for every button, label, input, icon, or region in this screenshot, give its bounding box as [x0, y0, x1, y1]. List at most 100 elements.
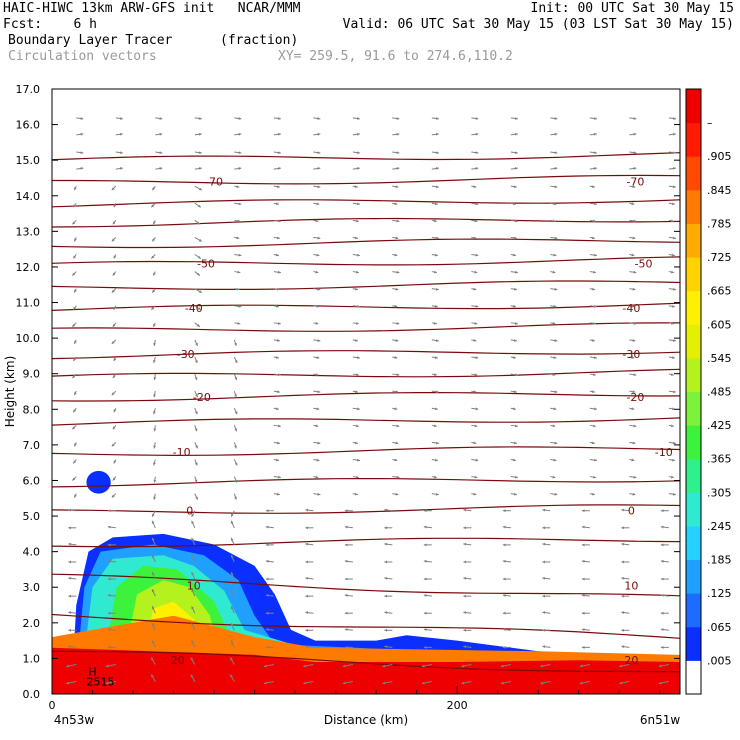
circulation-vector-head — [74, 392, 77, 396]
circulation-vector-head — [633, 167, 637, 170]
circulation-vector-head — [554, 117, 558, 120]
circulation-vector-head — [265, 645, 269, 649]
circulation-vector-head — [423, 559, 427, 563]
circulation-vector-head — [355, 321, 359, 325]
circulation-vector-head — [197, 204, 201, 208]
circulation-vector-head — [357, 202, 360, 206]
temperature-contour — [52, 174, 680, 185]
temperature-contour — [52, 446, 680, 457]
circulation-vector-head — [316, 304, 320, 308]
colorbar-label: – — [707, 117, 713, 130]
circulation-vector-head — [621, 628, 624, 632]
circulation-vector-head — [631, 458, 635, 462]
circulation-vector-head — [473, 492, 477, 496]
circulation-vector-head — [461, 664, 465, 668]
circulation-vector-head — [384, 576, 388, 580]
circulation-vector-head — [195, 394, 198, 398]
circulation-vector-head — [396, 151, 400, 155]
circulation-vector-head — [317, 390, 321, 394]
circulation-vector-head — [191, 589, 195, 593]
circulation-vector-head — [631, 407, 635, 411]
colorbar-swatch — [686, 660, 701, 695]
circulation-vector-head — [502, 543, 506, 547]
circulation-vector-head — [238, 167, 242, 170]
circulation-vector-head — [68, 560, 71, 564]
y-tick-label: 0.0 — [23, 688, 41, 701]
circulation-vector-head — [276, 441, 280, 445]
circulation-vector-head — [632, 185, 636, 189]
circulation-vector-head — [357, 117, 360, 120]
header-title: HAIC-HIWC 13km ARW-GFS init NCAR/MMM — [3, 1, 301, 16]
colorbar-label: .725 — [707, 251, 732, 264]
circulation-vector-head — [473, 236, 477, 240]
circulation-vector-head — [73, 255, 77, 259]
circulation-vector-head — [354, 390, 358, 394]
circulation-vector-head — [113, 460, 117, 464]
circulation-vector-head — [633, 151, 637, 155]
circulation-vector-head — [660, 645, 664, 649]
circulation-vector-head — [621, 560, 624, 564]
circulation-vector-head — [632, 441, 636, 445]
circulation-vector-head — [151, 572, 155, 576]
colorbar-label: .365 — [707, 453, 732, 466]
contour-label-right: -30 — [622, 348, 640, 361]
circulation-vector-head — [591, 185, 595, 189]
circulation-vector-head — [316, 458, 320, 462]
circulation-vector-head — [276, 185, 280, 189]
circulation-vector-head — [191, 520, 195, 524]
circulation-vector-head — [72, 323, 76, 327]
circulation-vector-head — [120, 132, 123, 136]
circulation-vector-head — [591, 287, 595, 291]
circulation-vector-head — [238, 253, 242, 257]
circulation-vector-head — [670, 424, 674, 428]
circulation-vector-head — [234, 462, 238, 466]
contour-label-left: 0 — [186, 505, 193, 518]
circulation-vector-head — [265, 525, 269, 529]
circulation-vector-head — [502, 645, 506, 649]
circulation-vector-head — [73, 204, 77, 208]
circulation-vector-head — [554, 151, 558, 155]
circulation-vector-head — [107, 628, 111, 632]
circulation-vector-head — [475, 202, 479, 206]
circulation-vector-head — [593, 373, 596, 377]
y-tick-label: 14.0 — [16, 190, 41, 203]
circulation-vector-head — [113, 204, 117, 208]
circulation-vector-head — [237, 219, 241, 223]
circulation-vector-head — [423, 543, 427, 547]
circulation-vector-head — [112, 426, 116, 430]
circulation-vector-head — [396, 117, 400, 120]
circulation-vector-head — [344, 577, 348, 581]
circulation-vector-head — [198, 290, 202, 293]
circulation-vector-head — [120, 117, 123, 120]
circulation-vector-head — [194, 377, 198, 381]
circulation-vector-head — [194, 479, 198, 483]
circulation-vector-head — [633, 322, 637, 325]
circulation-vector-head — [357, 253, 360, 257]
circulation-vector-head — [153, 394, 157, 398]
circulation-vector-head — [594, 151, 597, 155]
circulation-vector-head — [317, 117, 321, 120]
temperature-contour — [52, 238, 680, 249]
circulation-vector-head — [191, 554, 195, 558]
circulation-vector-head — [421, 664, 425, 668]
circulation-vector-head — [673, 151, 676, 155]
circulation-vector-head — [234, 377, 238, 381]
circulation-vector-head — [473, 390, 477, 394]
contour-label-left: -40 — [185, 302, 203, 315]
circulation-vector-head — [316, 407, 320, 411]
circulation-vector-head — [74, 289, 77, 293]
circulation-vector-head — [473, 441, 477, 445]
circulation-vector-head — [621, 611, 625, 614]
circulation-vector-head — [435, 304, 438, 308]
circulation-vector-head — [554, 167, 558, 170]
circulation-vector-head — [72, 272, 76, 276]
circulation-vector-head — [502, 559, 506, 563]
circulation-vector-head — [384, 594, 387, 598]
circulation-vector-head — [315, 424, 319, 428]
circulation-vector-head — [357, 458, 360, 462]
circulation-vector-head — [394, 356, 398, 359]
colorbar-label: .245 — [707, 520, 732, 533]
circulation-vector-head — [112, 477, 116, 481]
circulation-vector-head — [673, 167, 676, 170]
circulation-vector-head — [317, 441, 321, 445]
